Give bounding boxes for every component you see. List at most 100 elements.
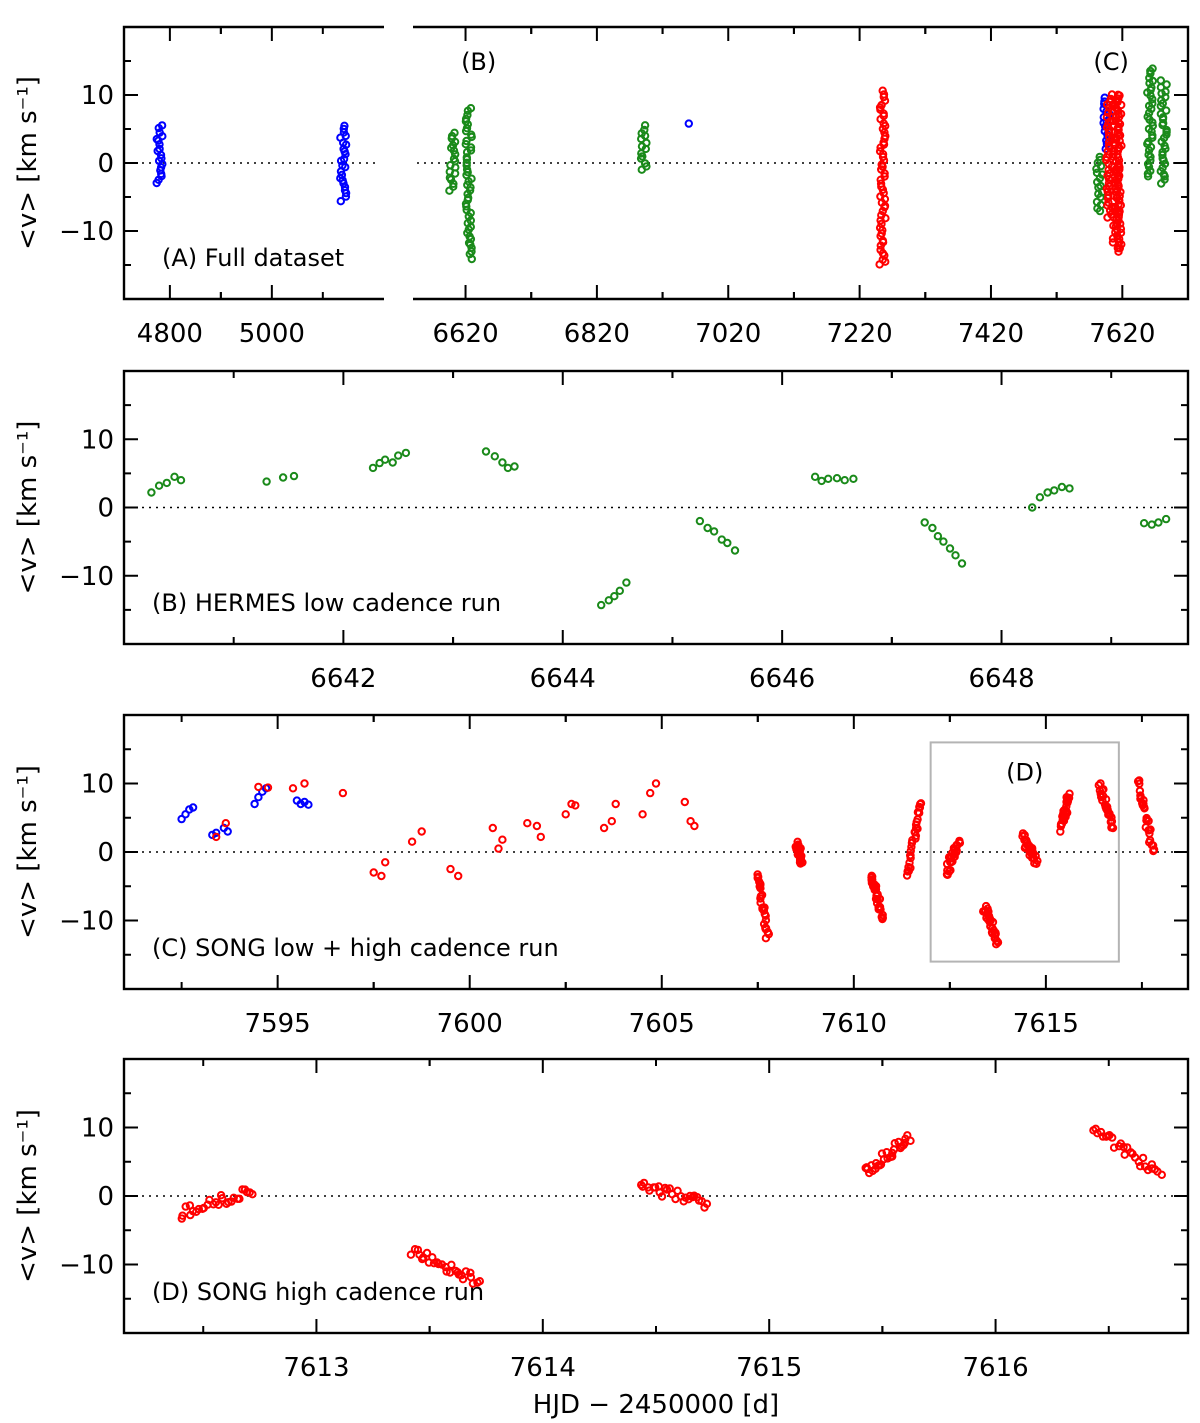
- data-point: [877, 211, 886, 220]
- data-point: [946, 866, 955, 875]
- data-point: [902, 871, 912, 880]
- data-point: [875, 147, 885, 156]
- data-point: [248, 1190, 257, 1199]
- data-point: [933, 532, 943, 541]
- data-point: [178, 1211, 187, 1220]
- panel-annotation: (B) HERMES low cadence run: [152, 589, 501, 617]
- data-point: [340, 121, 349, 131]
- data-point: [536, 832, 545, 842]
- data-point: [523, 819, 532, 828]
- x-tick-label: 6646: [749, 664, 815, 694]
- data-point: [1116, 228, 1126, 238]
- data-point: [599, 823, 609, 833]
- y-tick-label: −10: [59, 907, 114, 937]
- data-point: [912, 817, 921, 826]
- data-point: [263, 783, 273, 792]
- data-point: [840, 476, 849, 485]
- data-point: [463, 110, 472, 120]
- data-point: [709, 527, 719, 536]
- data-point: [622, 578, 631, 587]
- data-point: [702, 1199, 712, 1209]
- data-point: [1035, 493, 1045, 502]
- panel-annotation: (A) Full dataset: [162, 244, 344, 272]
- data-point: [461, 114, 471, 124]
- data-point: [951, 551, 960, 560]
- x-tick-label: 7610: [821, 1009, 887, 1039]
- data-point: [817, 476, 826, 486]
- data-point: [194, 1204, 204, 1214]
- data-point: [1157, 1170, 1167, 1180]
- y-tick-label: 10: [81, 81, 114, 111]
- y-tick-label: −10: [59, 1251, 114, 1281]
- data-point: [368, 463, 378, 473]
- y-axis-label: <v> [km s⁻¹]: [13, 765, 43, 939]
- x-tick-label: 7020: [695, 319, 761, 349]
- x-tick-label: 4800: [137, 319, 203, 349]
- data-point: [188, 803, 198, 812]
- y-tick-label: 0: [97, 1182, 114, 1212]
- axis-frame: [122, 25, 384, 301]
- data-point: [449, 154, 459, 164]
- data-point: [1146, 166, 1155, 176]
- data-point: [288, 784, 298, 793]
- data-point: [1162, 80, 1171, 89]
- data-point: [878, 910, 887, 920]
- data-point: [155, 144, 164, 154]
- data-point: [1139, 803, 1149, 812]
- data-point: [756, 894, 765, 903]
- data-point: [992, 936, 1001, 946]
- data-point: [488, 823, 497, 833]
- data-point: [417, 827, 426, 836]
- data-point: [567, 799, 576, 809]
- data-point: [684, 119, 693, 128]
- y-tick-label: 0: [97, 838, 114, 868]
- series-early: [152, 93, 1114, 206]
- data-point: [1144, 816, 1153, 826]
- data-point: [1139, 519, 1149, 528]
- data-point: [651, 1183, 660, 1192]
- data-point: [906, 851, 915, 860]
- data-point: [481, 447, 491, 456]
- data-point: [690, 821, 699, 831]
- data-point: [339, 154, 349, 164]
- panel-b: 10 0 −10 <v> [km s⁻¹] 6642 6644 6646 6648 (B) HE…: [13, 369, 1190, 694]
- data-point: [875, 894, 885, 904]
- data-point: [597, 600, 606, 610]
- data-point: [369, 868, 378, 877]
- data-point: [1162, 106, 1171, 115]
- x-tick-label: 6648: [968, 664, 1034, 694]
- data-point: [254, 782, 263, 792]
- data-point: [607, 817, 616, 826]
- data-point: [377, 871, 386, 881]
- x-tick-label: 7220: [827, 319, 893, 349]
- data-point: [1092, 168, 1102, 178]
- data-point: [561, 810, 570, 819]
- y-tick-label: −10: [59, 217, 114, 247]
- data-point: [876, 179, 886, 188]
- data-point: [214, 1200, 223, 1210]
- data-point: [1162, 125, 1171, 135]
- data-point: [1050, 486, 1059, 495]
- data-point: [468, 1279, 478, 1288]
- data-point: [928, 523, 937, 533]
- data-point: [1119, 1142, 1128, 1152]
- series-song: [177, 1124, 1167, 1288]
- data-point: [498, 835, 507, 844]
- series-hermes: [445, 64, 1171, 264]
- data-point: [464, 193, 473, 203]
- series-song: [875, 86, 1126, 269]
- data-point: [1102, 802, 1111, 811]
- data-point: [466, 146, 476, 155]
- x-tick-label: 7600: [437, 1009, 503, 1039]
- data-point: [503, 463, 513, 473]
- data-point: [810, 472, 820, 481]
- data-point: [796, 855, 806, 865]
- x-tick-label: 7420: [958, 319, 1024, 349]
- data-point: [615, 586, 624, 595]
- data-point: [154, 481, 164, 490]
- data-point: [380, 455, 390, 464]
- data-point: [450, 128, 459, 138]
- data-point: [1149, 845, 1159, 854]
- data-point: [832, 474, 842, 483]
- data-point: [1102, 113, 1112, 122]
